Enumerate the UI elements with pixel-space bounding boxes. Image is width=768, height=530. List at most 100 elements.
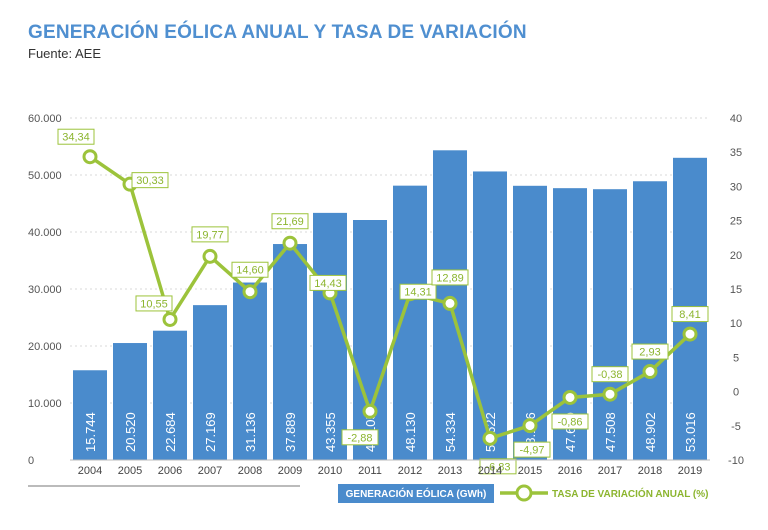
y-right-tick-label: 0 xyxy=(733,387,739,399)
rate-value-label: 2,93 xyxy=(639,347,660,359)
legend-line-label: TASA DE VARIACIÓN ANUAL (%) xyxy=(552,487,708,500)
rate-label-box xyxy=(479,458,517,475)
bar-value-label: 37.889 xyxy=(283,412,298,452)
rate-label-box xyxy=(551,413,589,430)
bar-value-label: 53.016 xyxy=(683,412,698,452)
bar-value-label: 31.136 xyxy=(243,412,258,452)
rate-value-label: -0,86 xyxy=(557,416,582,428)
y-right-tick-label: 25 xyxy=(730,216,742,228)
x-tick-label: 2017 xyxy=(598,465,622,477)
bar-value-label: 54.334 xyxy=(443,412,458,452)
bar xyxy=(353,220,387,460)
rate-point xyxy=(442,295,458,311)
rate-point xyxy=(562,389,578,405)
rate-value-label: -6,83 xyxy=(485,461,510,473)
chart-title: GENERACIÓN EÓLICA ANUAL Y TASA DE VARIAC… xyxy=(28,22,527,43)
x-tick-label: 2010 xyxy=(318,465,342,477)
rate-value-label: -4,97 xyxy=(519,445,544,457)
rate-point xyxy=(162,311,178,327)
bar xyxy=(513,185,547,460)
x-tick-label: 2006 xyxy=(158,465,182,477)
rate-label-box xyxy=(671,306,709,323)
x-tick-label: 2018 xyxy=(638,465,662,477)
rate-value-label: 30,33 xyxy=(136,175,164,187)
rate-value-label: 14,31 xyxy=(404,287,432,299)
rate-value-label: 34,34 xyxy=(62,132,90,144)
bar xyxy=(73,370,107,460)
bar xyxy=(313,212,347,460)
rate-point xyxy=(362,403,378,419)
bar-value-label: 15.744 xyxy=(83,412,98,452)
rate-label-box xyxy=(399,283,437,300)
rate-point xyxy=(522,418,538,434)
bar xyxy=(593,189,627,460)
rate-label-box xyxy=(191,226,229,243)
y-left-tick-label: 50.000 xyxy=(28,170,62,182)
x-tick-label: 2016 xyxy=(558,465,582,477)
rate-label-box xyxy=(135,295,173,312)
bar-value-label: 22.684 xyxy=(163,412,178,452)
y-right-tick-label: 30 xyxy=(730,181,742,193)
bar xyxy=(633,181,667,460)
rate-line xyxy=(89,155,692,441)
rate-label-box xyxy=(309,274,347,291)
bar xyxy=(473,171,507,461)
y-left-tick-label: 60.000 xyxy=(28,113,62,125)
rate-label-box xyxy=(631,343,669,360)
y-left-tick-label: 20.000 xyxy=(28,341,62,353)
rate-point xyxy=(82,149,98,165)
y-left-tick-label: 10.000 xyxy=(28,398,62,410)
rate-point xyxy=(242,284,258,300)
rate-value-label: -0,38 xyxy=(597,369,622,381)
rate-point xyxy=(202,248,218,264)
x-tick-label: 2007 xyxy=(198,465,222,477)
y-right-tick-label: 10 xyxy=(730,318,742,330)
legend-bar-label: GENERACIÓN EÓLICA (GWh) xyxy=(346,487,487,500)
rate-value-label: 12,89 xyxy=(436,272,464,284)
rate-label-box xyxy=(231,261,269,278)
bar-value-label: 20.520 xyxy=(123,412,138,452)
y-left-tick-label: 40.000 xyxy=(28,227,62,239)
rate-value-label: 21,69 xyxy=(276,216,304,228)
y-right-tick-label: 20 xyxy=(730,250,742,262)
rate-label-box xyxy=(591,366,629,383)
rate-value-label: 10,55 xyxy=(140,298,168,310)
rate-value-label: 19,77 xyxy=(196,229,224,241)
bar-value-label: 47.508 xyxy=(603,412,618,452)
rate-point xyxy=(682,326,698,342)
line-series: 34,34 30,33 10,55 19,77 14,60 21,69 14,43 -2,88… xyxy=(57,128,709,475)
legend: GENERACIÓN EÓLICA (GWh) TASA DE VARIACIÓN… xyxy=(338,484,708,503)
bar xyxy=(113,343,147,460)
rate-point xyxy=(482,430,498,446)
axes: 0 10.000 20.000 30.000 40.000 50.000 60.000 -10… xyxy=(28,113,744,487)
rate-value-label: -2,88 xyxy=(347,432,372,444)
rate-label-box xyxy=(513,441,551,458)
bar-value-label: 43.355 xyxy=(323,412,338,452)
bar-value-label: 48.130 xyxy=(403,412,418,452)
rate-point xyxy=(642,364,658,380)
x-tick-label: 2012 xyxy=(398,465,422,477)
x-tick-label: 2014 xyxy=(478,465,502,477)
x-tick-label: 2009 xyxy=(278,465,302,477)
rate-value-label: 14,43 xyxy=(314,278,342,290)
rate-label-box xyxy=(271,213,309,230)
y-right-tick-label: 40 xyxy=(730,113,742,125)
rate-label-box xyxy=(341,429,379,446)
y-right-tick-label: -5 xyxy=(731,421,741,433)
bar xyxy=(273,244,307,460)
y-right-tick-label: -10 xyxy=(728,455,744,467)
chart-source: Fuente: AEE xyxy=(28,46,101,61)
x-tick-label: 2015 xyxy=(518,465,542,477)
x-tick-label: 2005 xyxy=(118,465,142,477)
rate-label-box xyxy=(431,269,469,286)
bar-value-label: 27.169 xyxy=(203,412,218,452)
y-right-tick-label: 35 xyxy=(730,147,742,159)
legend-bar-swatch xyxy=(338,484,494,503)
bar xyxy=(193,305,227,460)
x-tick-label: 2011 xyxy=(358,465,382,477)
x-tick-label: 2013 xyxy=(438,465,462,477)
y-right-tick-label: 5 xyxy=(733,352,739,364)
rate-point xyxy=(282,235,298,251)
rate-point xyxy=(602,386,618,402)
